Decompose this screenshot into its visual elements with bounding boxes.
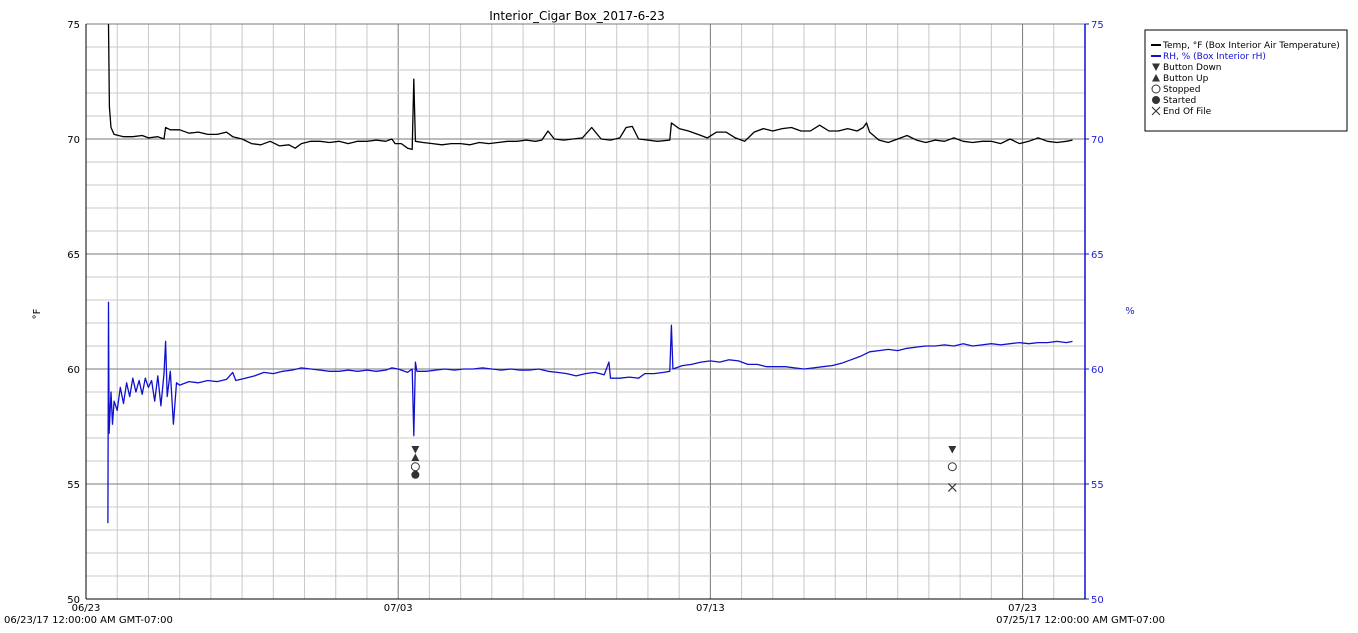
chart-title: Interior_Cigar Box_2017-6-23 (489, 9, 665, 23)
y-tick-label-left: 65 (67, 250, 80, 261)
legend-label: RH, % (Box Interior rH) (1163, 52, 1266, 62)
series-layer (107, 23, 1073, 524)
event-marker-started (411, 470, 420, 479)
y-tick-label-right: 60 (1091, 365, 1104, 376)
event-marker-stopped (947, 462, 957, 472)
legend-label: Button Down (1163, 63, 1222, 73)
legend-swatch-tri-up (1152, 74, 1160, 82)
event-marker-stopped (410, 462, 420, 472)
x-tick-label: 07/23 (1008, 603, 1037, 614)
event-layer (410, 446, 957, 492)
y-tick-label-right: 70 (1091, 135, 1104, 146)
rh-series-line (107, 301, 1073, 524)
event-marker-button-down (948, 446, 957, 454)
y-tick-label-right: 55 (1091, 480, 1104, 491)
event-marker-button-down (411, 446, 420, 454)
x-tick-label: 07/03 (384, 603, 413, 614)
event-marker-button-up (411, 453, 420, 462)
axis-layer: 50 50 55 55 60 60 65 65 70 70 75 75 06/23 07/03 07/13 0… (67, 20, 1103, 614)
y-tick-label-left: 50 (67, 595, 80, 606)
legend-label: Button Up (1163, 74, 1209, 84)
legend: Temp, °F (Box Interior Air Temperature)R… (1144, 29, 1348, 132)
y-tick-label-left: 70 (67, 135, 80, 146)
legend-swatch-circle-filled (1152, 96, 1160, 104)
legend-box (1144, 29, 1348, 132)
y-tick-label-right: 75 (1091, 20, 1104, 31)
legend-swatch-cross (1151, 106, 1161, 116)
y-axis-left-label: °F (32, 308, 43, 319)
x-range-start-label: 06/23/17 12:00:00 AM GMT-07:00 (4, 615, 173, 626)
legend-label: Stopped (1163, 85, 1200, 95)
y-tick-label-right: 50 (1091, 595, 1104, 606)
legend-swatch-circle-open (1151, 84, 1161, 94)
legend-label: End Of File (1163, 107, 1212, 117)
x-tick-label: 07/13 (696, 603, 725, 614)
y-axis-right-label: % (1125, 306, 1135, 317)
x-range-end-label: 07/25/17 12:00:00 AM GMT-07:00 (996, 615, 1165, 626)
y-tick-label-left: 55 (67, 480, 80, 491)
legend-swatch-tri-down (1152, 63, 1160, 71)
grid (85, 23, 1086, 600)
legend-label: Temp, °F (Box Interior Air Temperature) (1162, 41, 1340, 51)
legend-label: Started (1163, 96, 1196, 106)
event-marker-end-of-file (947, 483, 957, 492)
temp-series-line (107, 23, 1073, 151)
x-tick-label: 06/23 (72, 603, 101, 614)
y-tick-label-left: 60 (67, 365, 80, 376)
y-tick-label-right: 65 (1091, 250, 1104, 261)
y-tick-label-left: 75 (67, 20, 80, 31)
